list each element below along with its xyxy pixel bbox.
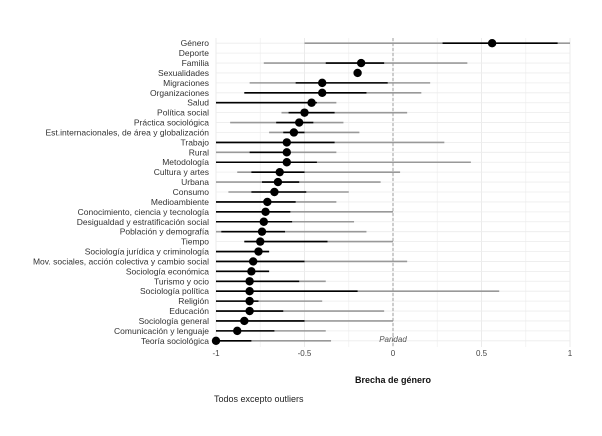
x-tick-label: 0 [391, 349, 396, 358]
category-label: Migraciones [163, 78, 209, 88]
estimate-point [245, 296, 254, 306]
category-labels: GéneroDeporteFamiliaSexualidadesMigracio… [33, 38, 209, 346]
category-label: Política social [157, 108, 209, 118]
category-label: Teoría sociológica [141, 336, 209, 346]
estimate-point [245, 306, 254, 316]
inner-intervals [216, 42, 558, 342]
estimate-point [247, 267, 256, 276]
estimate-point [240, 316, 249, 326]
estimate-point [356, 58, 366, 68]
x-tick-labels: -1 -0.5 0 0.5 1 [212, 349, 572, 358]
category-label: Sociología política [140, 286, 209, 296]
estimate-point [245, 287, 254, 296]
estimate-point [261, 207, 270, 217]
category-label: Medioambiente [151, 197, 209, 207]
estimate-point [300, 108, 309, 117]
category-label: Salud [187, 98, 209, 108]
category-label: Cultura y artes [154, 167, 209, 177]
category-label: Est.internacionales, de área y globaliza… [46, 127, 210, 137]
x-tick-label: -0.5 [298, 349, 312, 358]
estimate-point [318, 88, 327, 98]
estimate-point [282, 148, 291, 157]
category-label: Urbana [181, 177, 209, 187]
category-label: Sexualidades [158, 68, 209, 78]
estimate-point [254, 247, 263, 256]
category-label: Metodología [162, 157, 209, 167]
estimate-point [487, 39, 497, 48]
category-label: Sociología jurídica y criminología [85, 247, 210, 257]
x-axis-title: Brecha de género [355, 375, 432, 385]
category-label: Turismo y ocio [154, 276, 209, 286]
x-tick-label: -1 [212, 349, 220, 358]
estimate-point [270, 187, 279, 197]
estimate-point [257, 227, 267, 236]
estimate-point [256, 237, 265, 246]
estimate-point [259, 217, 268, 226]
x-tick-label: 0.5 [476, 349, 488, 358]
category-label: Desigualdad y estratificación social [77, 217, 209, 227]
estimate-point [353, 68, 362, 78]
category-label: Consumo [173, 187, 210, 197]
category-label: Organizaciones [150, 88, 209, 98]
category-label: Trabajo [180, 137, 209, 147]
estimate-point [318, 78, 327, 88]
estimate-point [245, 277, 254, 286]
estimate-point [282, 158, 291, 167]
category-label: Conocimiento, ciencia y tecnología [78, 207, 210, 217]
estimate-point [211, 336, 221, 345]
estimate-point [307, 98, 316, 107]
category-label: Deporte [179, 48, 210, 58]
estimate-point [282, 138, 291, 147]
category-label: Comunicación y lenguaje [114, 326, 209, 336]
category-label: Sociología económica [126, 266, 209, 276]
estimate-point [294, 118, 304, 127]
estimate-point [263, 197, 272, 207]
category-label: Familia [182, 58, 210, 68]
category-label: Rural [189, 147, 209, 157]
category-label: Género [181, 38, 210, 48]
caption: Todos excepto outliers [214, 394, 304, 404]
estimate-point [248, 257, 258, 266]
estimate-point [289, 128, 299, 137]
estimate-point [273, 177, 283, 187]
estimate-point [275, 167, 284, 177]
category-label: Mov. sociales, acción colectiva y cambio… [33, 256, 209, 266]
estimate-point [233, 326, 242, 336]
category-label: Población y demografía [120, 227, 210, 237]
category-label: Tiempo [181, 237, 209, 247]
x-tick-label: 1 [568, 349, 573, 358]
category-label: Educación [169, 306, 209, 316]
estimate-points [211, 39, 497, 345]
parity-label: Paridad [379, 335, 407, 344]
category-label: Práctica sociológica [134, 118, 209, 128]
category-label: Religión [178, 296, 209, 306]
category-label: Sociología general [139, 316, 210, 326]
